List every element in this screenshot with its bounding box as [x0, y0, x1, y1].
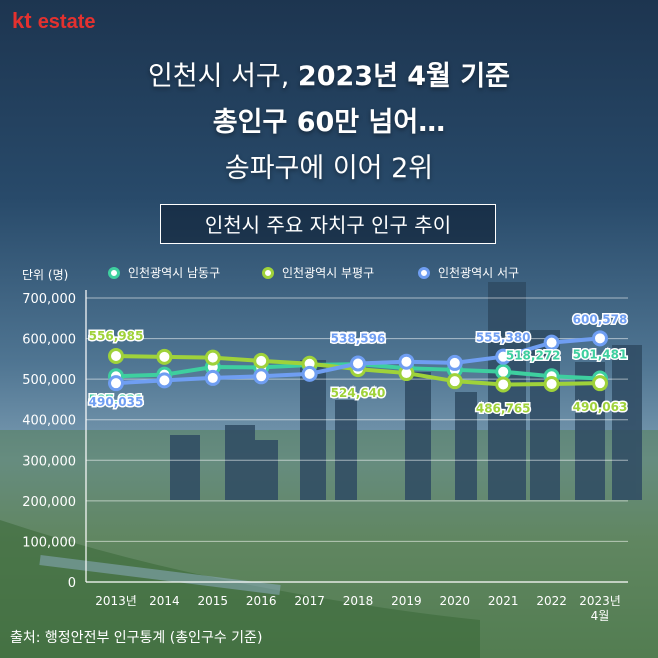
data-point-seo	[108, 375, 124, 392]
data-label-bupyeong: 556,985	[89, 329, 144, 343]
logo-kt: kt	[12, 8, 32, 33]
legend-label-seo: 인천광역시 서구	[438, 266, 520, 280]
x-tick-label: 2022	[536, 594, 567, 608]
data-point-bupyeong	[592, 375, 608, 392]
data-point-seo	[446, 354, 463, 371]
x-tick-label: 2021	[488, 594, 519, 608]
data-point-bupyeong	[446, 373, 463, 390]
x-tick-label: 2019	[391, 594, 422, 608]
source-note: 출처: 행정안전부 인구통계 (총인구수 기준)	[10, 630, 263, 646]
x-tick-label: 2017	[294, 594, 325, 608]
y-tick-label: 600,000	[22, 333, 76, 348]
logo-estate: estate	[37, 11, 96, 33]
data-point-seo	[253, 368, 270, 385]
data-point-namdong	[495, 363, 512, 380]
data-point-seo	[156, 372, 173, 389]
data-point-seo	[592, 330, 608, 347]
legend-label-bupyeong: 인천광역시 부평구	[282, 266, 375, 280]
legend-item-bupyeong: 인천광역시 부평구	[262, 264, 374, 281]
data-point-seo	[398, 353, 415, 370]
data-point-bupyeong	[108, 348, 124, 365]
data-label-seo: 490,035	[89, 395, 144, 409]
data-point-seo	[543, 334, 560, 351]
data-point-bupyeong	[543, 376, 560, 393]
y-tick-label: 700,000	[22, 292, 76, 307]
data-label-namdong: 507,021	[89, 392, 144, 406]
data-label-namdong: 501,481	[573, 348, 628, 362]
headline-line-1-bold: 2023년 4월 기준	[297, 61, 511, 92]
y-tick-label: 500,000	[22, 373, 76, 388]
y-tick-label: 400,000	[22, 414, 76, 429]
headline-line-2: 총인구 60만 넘어…	[212, 107, 446, 138]
headline-line-1: 인천시 서구, 2023년 4월 기준	[0, 54, 658, 93]
legend-item-seo: 인천광역시 서구	[418, 264, 519, 281]
headline-line-3: 송파구에 이어 2위	[224, 153, 434, 184]
x-tick-label: 2018	[343, 594, 374, 608]
x-tick-label: 2016	[246, 594, 277, 608]
data-point-bupyeong	[156, 348, 173, 365]
data-point-bupyeong	[495, 376, 512, 393]
data-label-bupyeong: 524,640	[331, 386, 386, 400]
data-label-namdong: 537,161	[331, 331, 386, 345]
data-label-bupyeong: 486,765	[476, 402, 531, 416]
x-tick-label: 2014	[149, 594, 180, 608]
data-point-bupyeong	[253, 352, 270, 369]
data-point-seo	[495, 348, 512, 365]
data-label-seo: 538,596	[331, 331, 386, 345]
data-label-seo: 600,578	[573, 312, 628, 326]
y-tick-label: 300,000	[22, 454, 76, 469]
legend-item-namdong: 인천광역시 남동구	[108, 264, 220, 281]
y-tick-label: 100,000	[22, 535, 76, 550]
legend-marker-bupyeong	[262, 266, 274, 279]
data-point-seo	[350, 355, 366, 372]
chart-title: 인천시 주요 자치구 인구 추이	[160, 204, 496, 244]
data-point-seo	[204, 369, 221, 386]
data-label-namdong: 518,272	[506, 349, 561, 363]
x-tick-label: 2023년 4월	[579, 594, 621, 623]
y-tick-label: 200,000	[22, 495, 76, 510]
x-tick-label: 2015	[198, 594, 229, 608]
x-tick-label: 2013년	[95, 594, 137, 608]
headline-line-1-plain: 인천시 서구,	[147, 61, 298, 92]
legend-label-namdong: 인천광역시 남동구	[128, 266, 221, 280]
kt-estate-logo: kt estate	[12, 8, 96, 34]
data-label-seo: 555,380	[476, 331, 531, 345]
data-point-bupyeong	[204, 349, 221, 366]
data-point-seo	[301, 365, 318, 382]
y-tick-label: 0	[68, 576, 76, 591]
legend-marker-seo	[418, 266, 430, 279]
unit-label: 단위 (명)	[22, 268, 69, 282]
legend-marker-namdong	[108, 266, 120, 279]
data-label-bupyeong: 490,063	[573, 400, 628, 414]
x-tick-label: 2020	[440, 594, 471, 608]
